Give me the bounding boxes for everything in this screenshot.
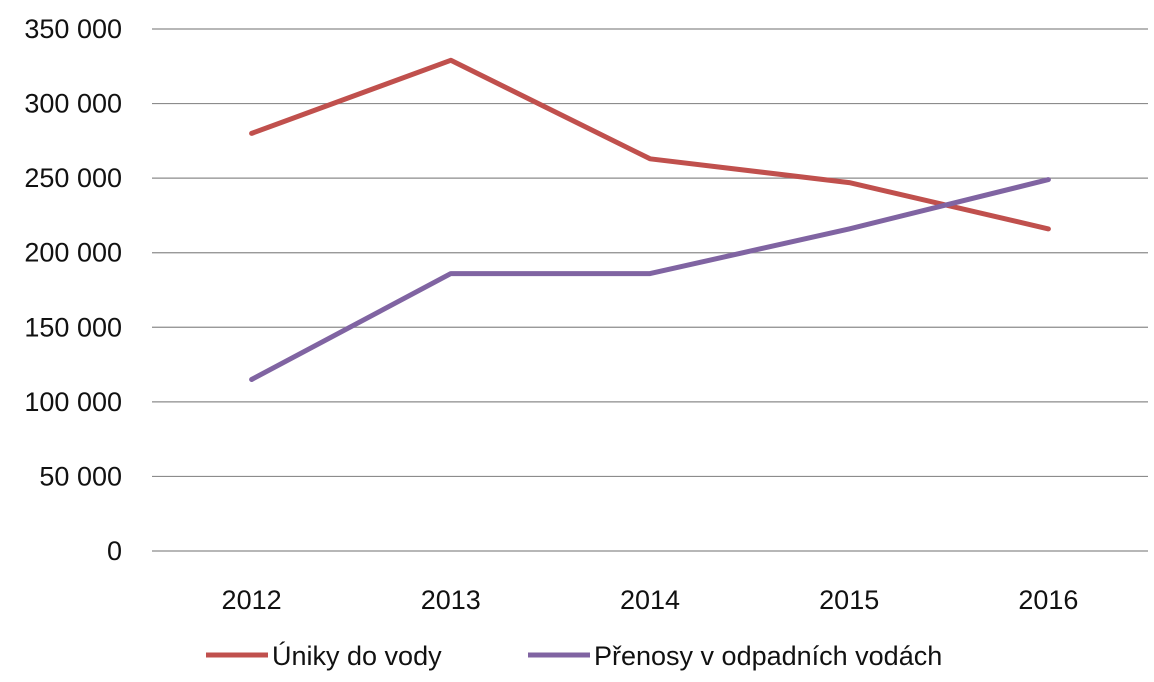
y-tick-label: 150 000 <box>24 312 122 342</box>
y-tick-label: 50 000 <box>39 461 122 491</box>
y-tick-label: 100 000 <box>24 387 122 417</box>
x-tick-label: 2015 <box>819 585 879 615</box>
y-axis-tick-labels: 0 50 000 100 000 150 000 200 000 250 000 300 0… <box>24 14 122 566</box>
x-axis-tick-labels: 2012 2013 2014 2015 2016 <box>222 585 1079 615</box>
x-tick-label: 2013 <box>421 585 481 615</box>
y-tick-label: 250 000 <box>24 163 122 193</box>
y-tick-label: 0 <box>107 536 122 566</box>
x-tick-label: 2014 <box>620 585 680 615</box>
series-lines <box>249 57 1051 382</box>
legend-label: Přenosy v odpadních vodách <box>594 641 942 671</box>
legend: Úniky do vody Přenosy v odpadních vodách <box>206 640 942 671</box>
series-line-2 <box>249 177 1051 382</box>
legend-label: Úniky do vody <box>272 640 442 671</box>
gridlines <box>152 28 1148 552</box>
x-tick-label: 2016 <box>1018 585 1078 615</box>
series-line-1 <box>249 57 1051 232</box>
y-tick-label: 200 000 <box>24 238 122 268</box>
y-tick-label: 350 000 <box>24 14 122 44</box>
x-tick-label: 2012 <box>222 585 282 615</box>
y-tick-label: 300 000 <box>24 89 122 119</box>
